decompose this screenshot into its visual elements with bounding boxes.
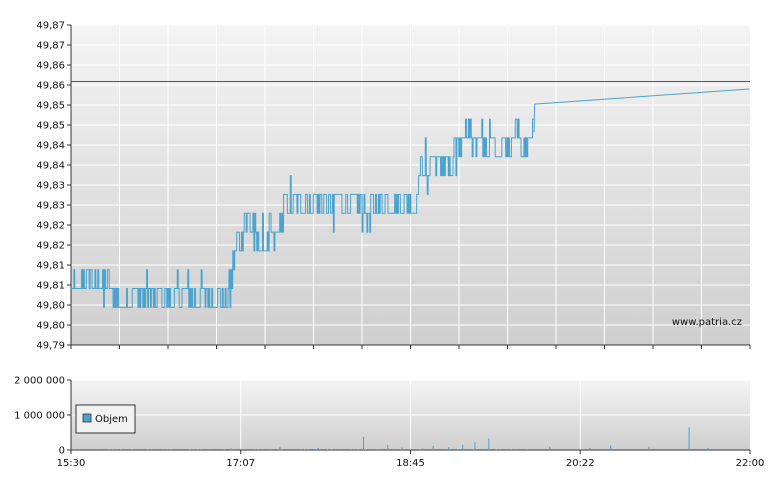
price-y-tick-label: 49,80: [36, 321, 65, 332]
volume-chart: 0 1 000 000 2 000 000 15:30 17:07 18:45 20:22…: [14, 376, 764, 470]
x-tick-label: 22:00: [736, 458, 765, 469]
legend-swatch: [82, 413, 92, 423]
price-grid: [71, 24, 750, 346]
legend-label-objem: Objem: [95, 414, 128, 425]
price-y-tick-label: 49,85: [36, 101, 65, 112]
volume-y-tick-label: 1 000 000: [14, 411, 65, 422]
price-y-tick-label: 49,81: [36, 261, 65, 272]
price-y-tick-label: 49,82: [36, 221, 65, 232]
price-y-tick-label: 49,83: [36, 201, 65, 212]
price-y-tick-label: 49,83: [36, 181, 65, 192]
price-y-tick-label: 49,84: [36, 141, 65, 152]
price-y-tick-label: 49,84: [36, 161, 65, 172]
price-y-tick-label: 49,86: [36, 81, 65, 92]
volume-bars: [70, 427, 734, 450]
price-y-axis: 49,79 49,80 49,80 49,81 49,81 49,82 49,82 49,83…: [36, 21, 750, 352]
price-y-tick-label: 49,87: [36, 21, 65, 32]
x-tick-label: 18:45: [396, 458, 425, 469]
x-tick-label: 17:07: [226, 458, 255, 469]
price-series-line: [71, 88, 750, 308]
price-y-tick-label: 49,86: [36, 61, 65, 72]
price-y-tick-label: 49,80: [36, 301, 65, 312]
watermark: www.patria.cz: [672, 317, 742, 328]
price-y-tick-label: 49,79: [36, 341, 65, 352]
price-y-tick-label: 49,87: [36, 41, 65, 52]
volume-x-axis: 15:30 17:07 18:45 20:22 22:00: [57, 450, 765, 469]
x-tick-label: 20:22: [566, 458, 595, 469]
volume-legend: Objem: [75, 404, 136, 434]
volume-y-tick-label: 0: [59, 446, 65, 457]
price-y-tick-label: 49,81: [36, 281, 65, 292]
price-x-ticks: [70, 345, 751, 349]
x-tick-label: 15:30: [57, 458, 86, 469]
price-y-tick-label: 49,82: [36, 241, 65, 252]
price-y-tick-label: 49,85: [36, 121, 65, 132]
volume-y-tick-label: 2 000 000: [14, 376, 65, 387]
price-chart: 49,79 49,80 49,80 49,81 49,81 49,82 49,82 49,83…: [36, 21, 751, 352]
